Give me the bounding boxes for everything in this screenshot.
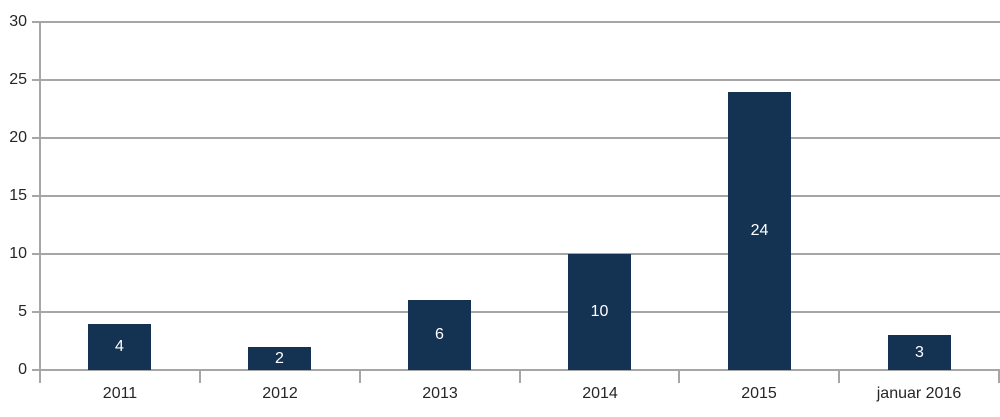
x-axis-category-label: 2011 [102, 385, 138, 402]
bar-value-label: 4 [115, 338, 124, 355]
bar: 24 [728, 92, 791, 370]
y-axis-tick-label: 15 [9, 187, 27, 204]
bar-value-label: 10 [590, 303, 609, 320]
x-axis-tick-mark [519, 370, 521, 383]
gridline [32, 21, 1000, 23]
x-axis-category-label: 2013 [422, 385, 458, 402]
bar-value-label: 24 [750, 222, 769, 239]
bar: 3 [888, 335, 951, 370]
x-axis-tick-mark [359, 370, 361, 383]
y-axis-line [39, 21, 41, 383]
gridline [32, 195, 1000, 197]
y-axis-tick-label: 30 [9, 13, 27, 30]
x-axis-tick-mark [838, 370, 840, 383]
y-axis-tick-label: 0 [18, 361, 27, 378]
gridline [32, 253, 1000, 255]
y-axis-tick-label: 10 [9, 245, 27, 262]
x-axis-line [32, 369, 1000, 371]
bar: 10 [568, 254, 631, 370]
x-axis-category-label: 2015 [741, 385, 777, 402]
x-axis-tick-mark [199, 370, 201, 383]
bar-value-label: 3 [915, 343, 924, 361]
gridline [32, 311, 1000, 313]
x-axis-category-label: 2012 [262, 385, 298, 402]
bar-value-label: 6 [435, 326, 444, 343]
bar: 2 [248, 347, 311, 370]
x-axis-tick-mark [998, 370, 1000, 383]
bar: 6 [408, 300, 471, 370]
gridline [32, 137, 1000, 139]
y-axis-tick-label: 5 [18, 303, 27, 320]
y-axis-tick-label: 20 [9, 129, 27, 146]
gridline [32, 79, 1000, 81]
x-axis-tick-mark [678, 370, 680, 383]
bar-value-label: 2 [275, 349, 284, 367]
y-axis-tick-label: 25 [9, 71, 27, 88]
x-axis-category-label: 2014 [582, 385, 618, 402]
x-axis-category-label: januar 2016 [876, 385, 962, 402]
bar: 4 [88, 324, 151, 370]
